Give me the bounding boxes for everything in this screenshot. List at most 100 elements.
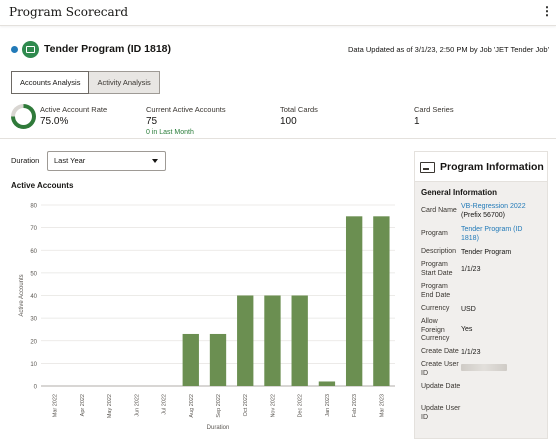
card-name-link[interactable]: VB-Regression 2022	[461, 203, 526, 210]
metric-total-cards: Total Cards 100	[280, 105, 318, 127]
x-tick-label: Sep 2022	[216, 394, 222, 418]
info-value: Yes	[461, 326, 473, 333]
info-key: Allow Foreign Currency	[421, 318, 450, 342]
x-tick-label: May 2022	[107, 394, 113, 418]
info-row-update-date: Update Date	[421, 383, 545, 401]
x-tick-label: Mar 2023	[379, 394, 385, 417]
redacted-user-id	[461, 364, 543, 374]
data-updated-text: Data Updated as of 3/1/23, 2:50 PM by Jo…	[347, 45, 549, 54]
bar	[264, 295, 281, 386]
chart-title: Active Accounts	[11, 181, 74, 190]
metric-active-account-rate: Active Account Rate 75.0%	[40, 105, 107, 127]
metric-current-active-accounts: Current Active Accounts 75 0 in Last Mon…	[146, 105, 226, 136]
y-tick-label: 10	[30, 362, 37, 368]
app-header: Program Scorecard ⋮	[0, 0, 556, 26]
program-information-panel: Program Information General Information …	[414, 151, 548, 439]
info-row-program: Program Tender Program (ID 1818)	[421, 225, 545, 243]
info-key: Currency	[421, 305, 450, 312]
card-prefix: (Prefix 56700)	[461, 212, 505, 219]
metric-value: 100	[280, 116, 297, 127]
y-tick-label: 40	[30, 294, 37, 300]
metric-value: 1	[414, 116, 420, 127]
x-tick-label: Aug 2022	[189, 394, 195, 418]
info-row-description: Description Tender Program	[421, 248, 545, 258]
panel-header: Program Information	[415, 152, 547, 182]
x-tick-label: Feb 2023	[352, 394, 358, 417]
info-row-card-name: Card Name VB-Regression 2022 (Prefix 567…	[421, 202, 545, 222]
y-tick-label: 20	[30, 339, 37, 345]
bar	[318, 381, 336, 386]
duration-select[interactable]: Last Year	[47, 151, 166, 171]
info-row-foreign-currency: Allow Foreign Currency Yes	[421, 318, 545, 344]
app-title: Program Scorecard	[9, 5, 129, 19]
active-rate-gauge	[11, 104, 36, 129]
y-tick-label: 30	[30, 317, 37, 323]
info-key: Create User ID	[421, 361, 459, 377]
info-key: Program	[421, 230, 448, 237]
metric-value: 75.0%	[40, 116, 69, 127]
panel-title: Program Information	[440, 161, 544, 173]
info-key: Update User ID	[421, 405, 461, 421]
info-key: Update Date	[421, 383, 461, 390]
y-tick-label: 60	[30, 249, 37, 255]
info-card-icon	[420, 162, 435, 173]
x-axis-label: Duration	[207, 425, 230, 431]
info-key: Program Start Date	[421, 261, 453, 277]
info-key: Card Name	[421, 207, 457, 214]
info-key: Description	[421, 248, 457, 255]
bar	[182, 333, 199, 386]
bar	[291, 295, 308, 386]
credit-card-icon	[22, 41, 39, 58]
tab-activity-analysis[interactable]: Activity Analysis	[89, 71, 160, 94]
more-options-icon[interactable]: ⋮	[541, 4, 553, 18]
active-accounts-chart: 0 10 20 30 40 50 60 70 80 Mar 2022 Apr 2022 May 202…	[19, 204, 395, 431]
x-tick-label: Oct 2022	[243, 394, 249, 416]
duration-label: Duration	[11, 156, 40, 165]
y-tick-label: 50	[30, 271, 37, 277]
metric-value: 75	[146, 116, 158, 127]
metric-label: Card Series	[414, 105, 454, 114]
x-tick-label: Apr 2022	[80, 394, 86, 416]
status-dot-icon	[11, 46, 18, 53]
info-value: Tender Program	[461, 249, 512, 256]
bar	[373, 216, 390, 386]
y-tick-label: 0	[34, 385, 38, 391]
metrics-row: Active Account Rate 75.0% Current Active…	[0, 99, 556, 139]
x-tick-label: Jun 2022	[134, 394, 140, 417]
metric-label: Current Active Accounts	[146, 105, 226, 114]
metric-card-series: Card Series 1	[414, 105, 454, 127]
x-tick-label: Mar 2022	[53, 394, 59, 417]
bar	[209, 333, 227, 386]
bar	[237, 295, 254, 386]
y-tick-label: 80	[30, 204, 37, 210]
info-row-update-user: Update User ID	[421, 405, 545, 423]
info-key: Create Date	[421, 348, 459, 355]
program-header: Tender Program (ID 1818) Data Updated as…	[0, 38, 556, 62]
x-tick-label: Jul 2022	[162, 394, 168, 415]
metric-label: Total Cards	[280, 105, 318, 114]
info-row-create-user: Create User ID	[421, 361, 545, 379]
caret-down-icon	[152, 159, 158, 163]
info-value: 1/1/23	[461, 266, 481, 273]
x-tick-label: Dec 2022	[298, 394, 304, 418]
section-title: General Information	[421, 188, 498, 197]
y-axis-label: Active Accounts	[19, 274, 25, 316]
info-row-end-date: Program End Date	[421, 283, 545, 301]
program-title: Tender Program (ID 1818)	[44, 43, 172, 55]
info-row-start-date: Program Start Date 1/1/23	[421, 261, 545, 279]
info-key: Program End Date	[421, 283, 451, 299]
duration-selected-value: Last Year	[54, 156, 86, 165]
program-link[interactable]: Tender Program (ID 1818)	[461, 226, 523, 242]
bar	[345, 216, 363, 386]
info-row-currency: Currency USD	[421, 305, 545, 315]
metric-label: Active Account Rate	[40, 105, 108, 114]
info-row-create-date: Create Date 1/1/23	[421, 348, 545, 358]
y-tick-label: 70	[30, 226, 37, 232]
info-value: 1/1/23	[461, 349, 481, 356]
info-value: USD	[461, 306, 476, 313]
x-tick-label: Nov 2022	[270, 394, 276, 418]
metric-subtext: 0 in Last Month	[146, 129, 194, 136]
tab-accounts-analysis[interactable]: Accounts Analysis	[11, 71, 90, 94]
x-tick-label: Jan 2023	[325, 394, 331, 417]
analysis-tabs: Accounts Analysis Activity Analysis	[11, 71, 160, 94]
